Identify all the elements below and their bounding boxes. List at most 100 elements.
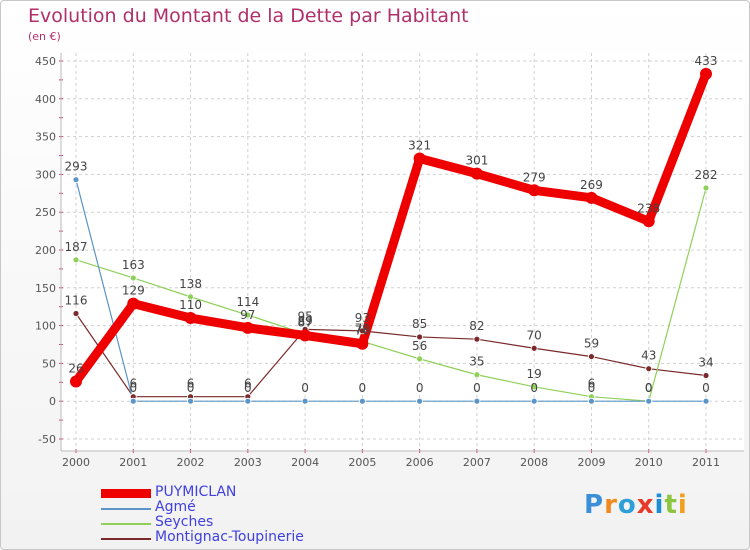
x-tick-label: 2009 [577, 456, 605, 469]
data-label: 56 [412, 339, 427, 353]
data-point-3 [702, 372, 710, 379]
plot-area [61, 53, 744, 451]
data-label: 89 [297, 314, 312, 328]
data-point-1 [358, 397, 366, 405]
logo-letter: x [636, 490, 655, 520]
data-label: 0 [588, 381, 596, 395]
legend-label: Montignac-Toupinerie [155, 529, 304, 545]
data-point-3 [416, 333, 424, 341]
data-label: 110 [179, 298, 202, 312]
data-point-2 [244, 311, 252, 319]
logo-letter: i [677, 490, 688, 520]
data-label: 116 [65, 294, 88, 308]
data-point-3 [358, 327, 366, 335]
data-label: 129 [122, 284, 145, 298]
y-tick-label: 200 [35, 244, 56, 257]
data-point-2 [187, 293, 194, 301]
legend-label: Agmé [155, 499, 196, 515]
data-label: 433 [695, 54, 718, 68]
data-point-1 [244, 397, 252, 405]
data-label: 114 [236, 295, 259, 309]
data-label: 70 [527, 328, 542, 342]
proxiti-logo: Proxiti [584, 490, 688, 520]
data-point-1 [72, 176, 80, 184]
y-tick-label: 100 [35, 320, 56, 333]
data-point-1 [530, 397, 538, 405]
data-label: 0 [416, 381, 424, 395]
data-point-2 [702, 184, 710, 192]
data-point-2 [416, 355, 424, 363]
data-point-3 [530, 344, 538, 352]
y-tick-label: 0 [49, 395, 56, 408]
legend-swatch [101, 537, 151, 540]
logo-letter: r [604, 490, 618, 520]
data-label: 35 [469, 355, 484, 369]
data-label: 0 [244, 381, 252, 395]
y-tick-label: 300 [35, 168, 56, 181]
data-point-1 [588, 397, 595, 405]
data-point-0 [470, 167, 483, 180]
data-label: 0 [187, 381, 195, 395]
logo-letter: i [654, 490, 665, 520]
data-point-1 [187, 397, 194, 405]
x-tick-label: 2001 [119, 456, 147, 469]
data-label: 82 [469, 319, 484, 333]
data-point-0 [413, 152, 426, 165]
chart-title: Evolution du Montant de la Dette par Hab… [28, 5, 469, 27]
data-point-1 [129, 397, 137, 405]
x-tick-label: 2007 [463, 456, 491, 469]
data-label: 187 [65, 240, 88, 254]
x-tick-label: 2000 [62, 456, 90, 469]
data-point-2 [473, 371, 481, 379]
data-label: 6 [129, 377, 137, 391]
data-label: 138 [179, 277, 202, 291]
data-label: 163 [122, 258, 145, 272]
data-point-0 [299, 329, 312, 342]
data-point-1 [645, 397, 653, 405]
data-label: 93 [355, 311, 370, 325]
y-tick-label: 450 [35, 55, 56, 68]
y-tick-label: 250 [35, 206, 56, 219]
data-label: 321 [408, 139, 431, 153]
data-label: 6 [244, 377, 252, 391]
x-tick-label: 2010 [635, 456, 663, 469]
y-tick-label: 350 [35, 131, 56, 144]
data-label: 95 [297, 309, 312, 323]
data-label: 6 [187, 377, 195, 391]
data-point-0 [356, 337, 369, 350]
data-point-0 [70, 375, 82, 388]
data-label: 0 [645, 381, 653, 395]
y-tick-label: 50 [42, 357, 56, 370]
x-tick-label: 2003 [234, 456, 262, 469]
data-point-0 [700, 67, 712, 80]
data-point-2 [129, 274, 137, 282]
data-label: 34 [698, 355, 713, 369]
data-label: 282 [695, 168, 718, 182]
data-label: 0 [129, 381, 137, 395]
data-label: 279 [523, 170, 546, 184]
data-label: 0 [530, 381, 538, 395]
x-tick-label: 2011 [692, 456, 720, 469]
series-line-2 [75, 187, 707, 402]
y-tick-label: 150 [35, 282, 56, 295]
data-label: 76 [355, 324, 370, 338]
data-point-2 [72, 256, 80, 264]
data-label: 26 [68, 362, 83, 376]
x-tick-label: 2005 [348, 456, 376, 469]
data-label: 6 [588, 377, 596, 391]
data-point-2 [530, 383, 538, 391]
series-line-1 [75, 179, 707, 402]
y-tick-label: 400 [35, 93, 56, 106]
data-point-0 [585, 191, 598, 204]
legend-swatch [101, 507, 151, 510]
data-label: 0 [359, 381, 367, 395]
data-label: 0 [301, 381, 309, 395]
x-tick-label: 2004 [291, 456, 319, 469]
data-label: 19 [527, 367, 542, 381]
data-label: 0 [645, 381, 653, 395]
data-label: 79 [355, 321, 370, 335]
data-point-0 [241, 321, 254, 334]
data-point-0 [184, 312, 197, 325]
